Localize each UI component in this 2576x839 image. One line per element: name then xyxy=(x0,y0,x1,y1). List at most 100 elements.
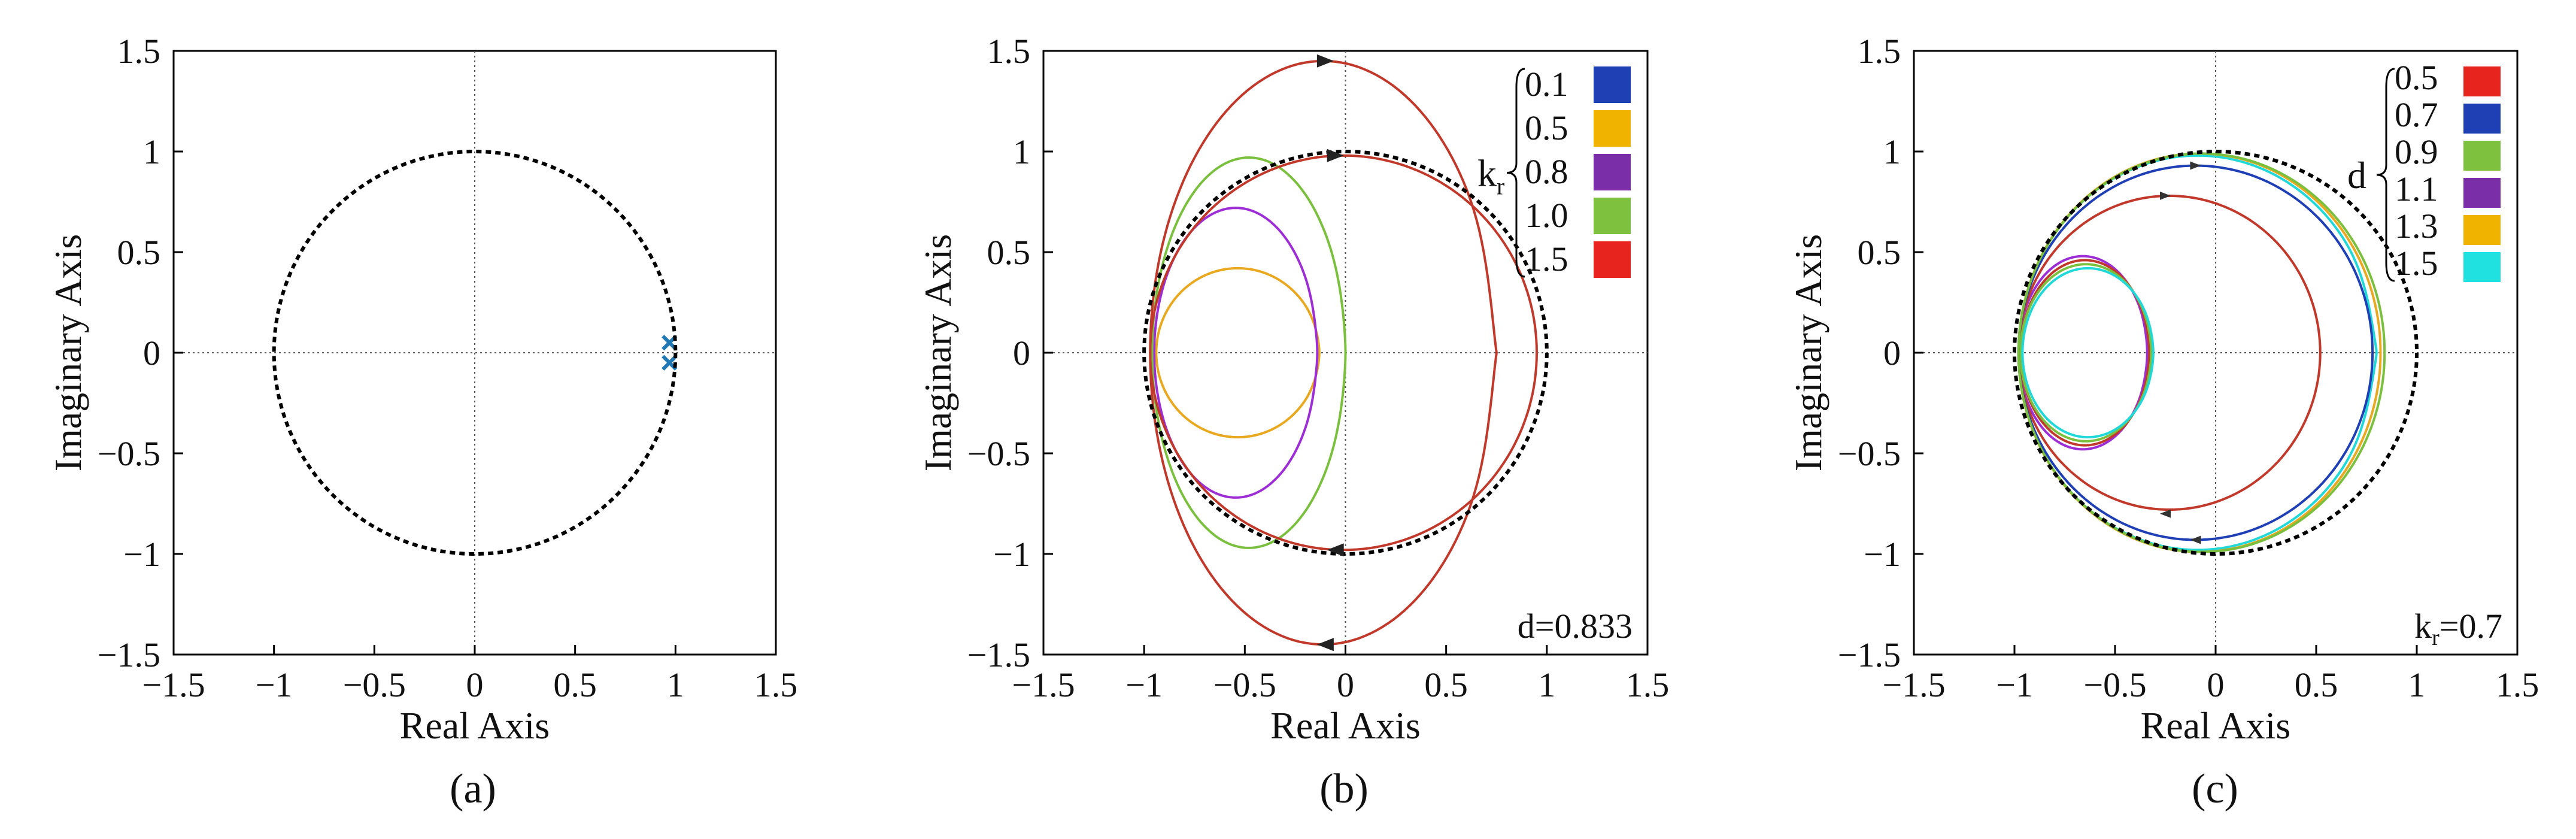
x-tick-label: 0 xyxy=(466,665,484,704)
locus-curve xyxy=(2017,255,2149,451)
unit-circle xyxy=(1142,150,1549,556)
direction-arrow xyxy=(1327,543,1344,557)
legend: 0.1 0.5 0.8 1.0 1.5 kr xyxy=(1477,65,1631,278)
legend-symbol: kr xyxy=(1477,152,1504,200)
locus-curve xyxy=(2017,194,2322,511)
direction-arrow xyxy=(2190,161,2201,170)
legend-swatch xyxy=(1594,110,1631,147)
legend-value: 1.0 xyxy=(1525,196,1568,235)
legend-swatch xyxy=(1594,66,1631,103)
y-tick-label: −0.5 xyxy=(1838,434,1901,473)
unit-circle xyxy=(2013,150,2419,556)
y-tick-label: −1 xyxy=(993,535,1030,574)
legend-value: 0.5 xyxy=(1525,108,1568,147)
locus-curve xyxy=(2017,164,2374,541)
y-tick-label: −1.5 xyxy=(98,635,160,674)
direction-arrow xyxy=(1316,638,1334,652)
direction-arrow xyxy=(2190,535,2201,544)
y-tick-label: 1 xyxy=(1883,132,1901,171)
legend-value: 0.5 xyxy=(2395,58,2438,97)
x-tick-label: 1.5 xyxy=(1626,665,1670,704)
annotation-value: =0.7 xyxy=(2440,607,2502,646)
legend-value: 1.5 xyxy=(1525,240,1568,278)
y-tick-label: −1 xyxy=(123,535,160,574)
panel-label-a: (a) xyxy=(450,766,496,812)
y-axis-label: Imaginary Axis xyxy=(1787,234,1829,471)
locus-curve xyxy=(1151,156,1347,549)
x-tick-label: −0.5 xyxy=(343,665,406,704)
y-tick-label: −1 xyxy=(1864,535,1901,574)
y-tick-label: −0.5 xyxy=(98,434,160,473)
x-tick-label: −1.5 xyxy=(1012,665,1075,704)
x-tick-label: −1.5 xyxy=(142,665,205,704)
y-tick-label: 0 xyxy=(143,334,160,372)
locus-curve xyxy=(2019,263,2153,443)
direction-arrow xyxy=(2160,191,2171,200)
locus-curve xyxy=(1149,154,1539,552)
y-tick-label: −1.5 xyxy=(1838,635,1901,674)
panel-b: −1.5 −1 −0.5 0 0.5 1 1.5 1.5 1 0.5 0 −0.5 −1 −1.5 Real… xyxy=(917,32,1669,747)
x-tick-label: 1 xyxy=(1538,665,1555,704)
panel-label-b: (b) xyxy=(1319,766,1369,812)
x-axis-label: Real Axis xyxy=(2141,704,2291,747)
direction-arrow xyxy=(1316,54,1334,68)
x-tick-label: −1 xyxy=(1125,665,1163,704)
legend: 0.50.70.91.11.31.5 d xyxy=(2347,58,2501,283)
annotation-main: d=0.833 xyxy=(1518,607,1633,646)
locus-curve xyxy=(2021,266,2155,439)
legend-value: 0.9 xyxy=(2395,132,2438,171)
legend-value: 0.1 xyxy=(1525,65,1568,104)
x-axis-label: Real Axis xyxy=(400,704,550,747)
x-tick-label: 0.5 xyxy=(553,665,597,704)
legend-swatch xyxy=(2463,104,2501,134)
x-tick-label: 1 xyxy=(2408,665,2426,704)
x-tick-label: −0.5 xyxy=(1213,665,1276,704)
y-tick-label: 1 xyxy=(1013,132,1030,171)
annotation-main: k xyxy=(2414,607,2432,646)
panel-c: −1.5 −1 −0.5 0 0.5 1 1.5 1.5 1 0.5 0 −0.5 −1 −1.5 Real… xyxy=(1787,32,2539,747)
param-annotation: kr=0.7 xyxy=(2414,607,2502,650)
legend-value: 0.8 xyxy=(1525,152,1568,191)
y-tick-label: −0.5 xyxy=(967,434,1030,473)
panel-a: −1.5 −1 −0.5 0 0.5 1 1.5 1.5 1 0.5 0 −0.5 −1 −1.5 Real… xyxy=(47,32,797,747)
legend-brace xyxy=(1506,68,1525,278)
legend-swatch xyxy=(1594,154,1631,190)
legend-swatch xyxy=(2463,141,2501,171)
legend-value: 0.7 xyxy=(2395,95,2438,134)
param-annotation: d=0.833 xyxy=(1518,607,1633,646)
legend-swatch xyxy=(1594,241,1631,278)
x-tick-label: 0.5 xyxy=(1424,665,1468,704)
legend-swatch xyxy=(1594,198,1631,234)
x-tick-label: −1.5 xyxy=(1882,665,1945,704)
x-tick-label: 0.5 xyxy=(2295,665,2338,704)
legend-value: 1.3 xyxy=(2395,207,2438,246)
legend-brace xyxy=(2376,68,2395,282)
x-tick-label: −1 xyxy=(256,665,293,704)
y-tick-label: 0.5 xyxy=(117,233,161,272)
y-tick-label: 1 xyxy=(143,132,160,171)
locus-curve xyxy=(2019,259,2151,447)
y-tick-label: 0 xyxy=(1883,334,1901,372)
unit-circle xyxy=(272,150,678,556)
y-tick-label: −1.5 xyxy=(967,635,1030,674)
annotation-sub: r xyxy=(2432,625,2440,650)
y-tick-label: 1.5 xyxy=(987,32,1031,71)
x-tick-label: −1 xyxy=(1996,665,2033,704)
x-tick-label: 0 xyxy=(2207,665,2225,704)
y-tick-label: 0.5 xyxy=(987,233,1031,272)
y-axis-label: Imaginary Axis xyxy=(47,234,89,471)
locus-curve xyxy=(1155,266,1321,439)
legend-swatch xyxy=(2463,215,2501,245)
y-axis-label: Imaginary Axis xyxy=(917,234,959,471)
direction-arrow xyxy=(2160,509,2171,518)
legend-symbol-sub: r xyxy=(1497,173,1504,200)
x-tick-label: 0 xyxy=(1337,665,1354,704)
legend-value: 1.5 xyxy=(2395,244,2438,283)
legend-value: 1.1 xyxy=(2395,169,2438,208)
x-tick-label: −0.5 xyxy=(2083,665,2146,704)
legend-symbol-main: k xyxy=(1477,152,1497,195)
x-axis-label: Real Axis xyxy=(1270,704,1421,747)
legend-swatch xyxy=(2463,178,2501,208)
direction-arrow xyxy=(1327,149,1344,162)
